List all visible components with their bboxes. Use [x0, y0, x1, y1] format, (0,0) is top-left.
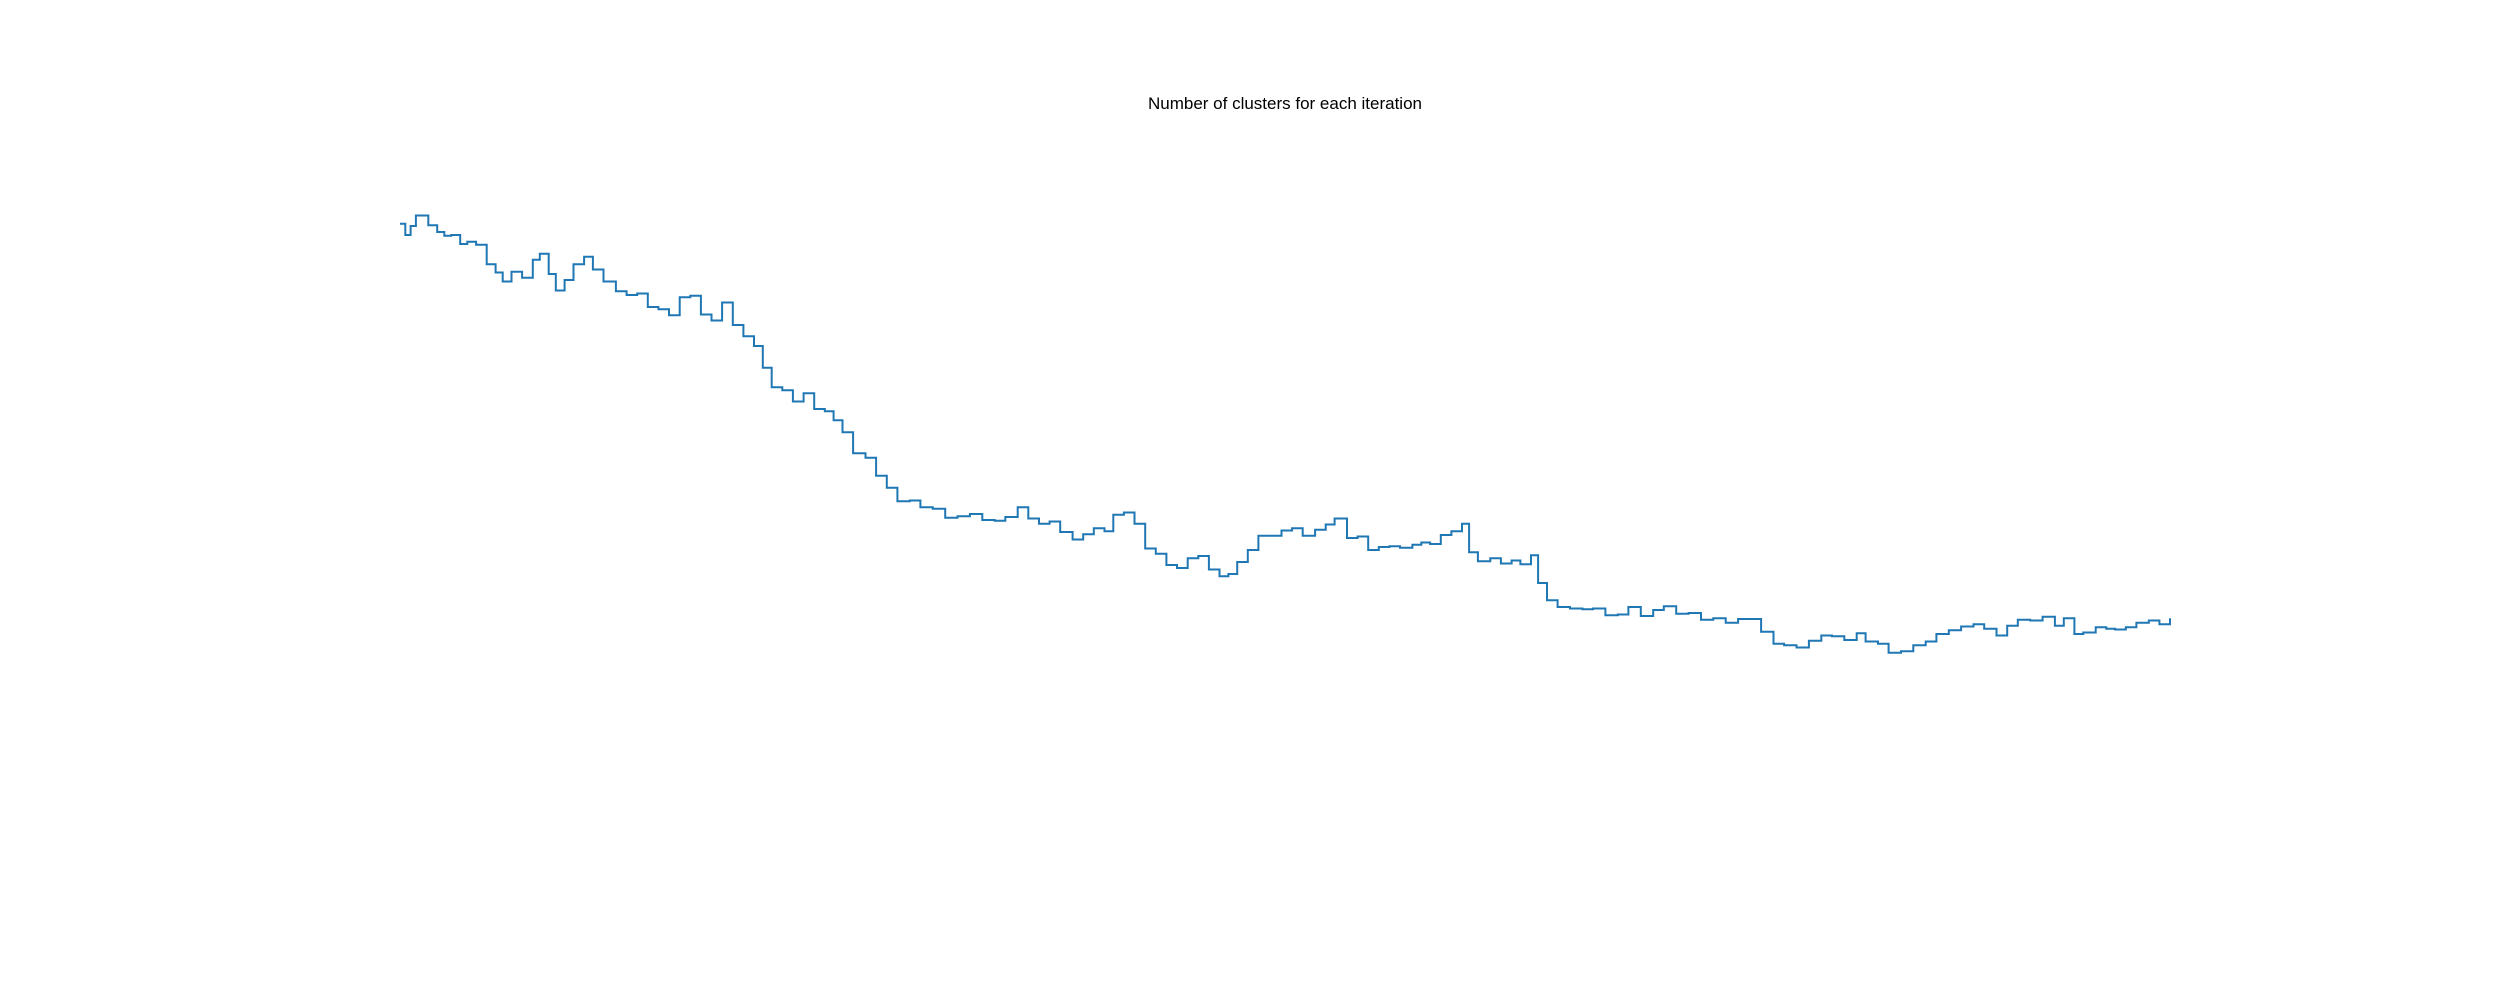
series-line-0 [400, 214, 2171, 654]
plot-area [400, 214, 2171, 654]
chart-title: Number of clusters for each iteration [1147, 94, 1422, 113]
